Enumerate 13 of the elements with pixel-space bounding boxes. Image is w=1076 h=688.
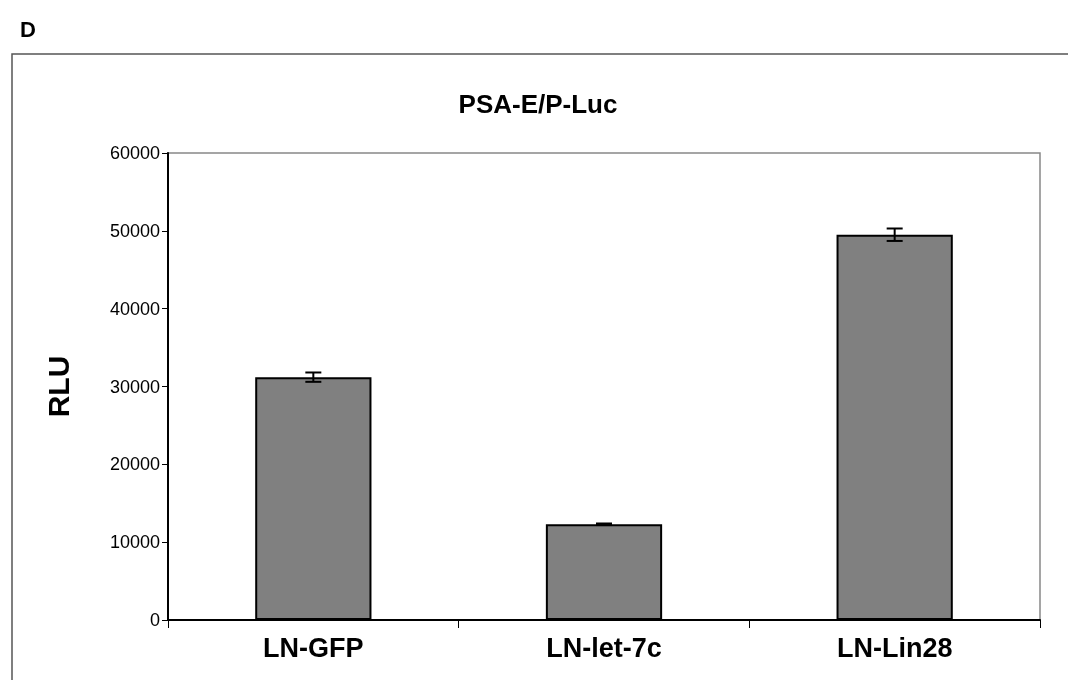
x-tick-label: LN-Lin28 [836,632,953,663]
y-tick-label: 50000 [109,220,160,241]
chart-title: PSA-E/P-Luc [458,89,618,119]
y-tick-label: 10000 [109,532,160,553]
text: D [20,16,36,42]
y-tick-label: 30000 [109,376,160,397]
y-tick-label: 0 [149,610,160,630]
y-tick-label: 20000 [109,454,160,475]
y-tick-label: 60000 [109,143,160,163]
x-tick-label: LN-let-7c [546,632,662,663]
x-tick-label: LN-GFP [263,632,364,663]
y-tick-label: 40000 [109,298,160,319]
y-axis-title: RLU [41,355,75,418]
